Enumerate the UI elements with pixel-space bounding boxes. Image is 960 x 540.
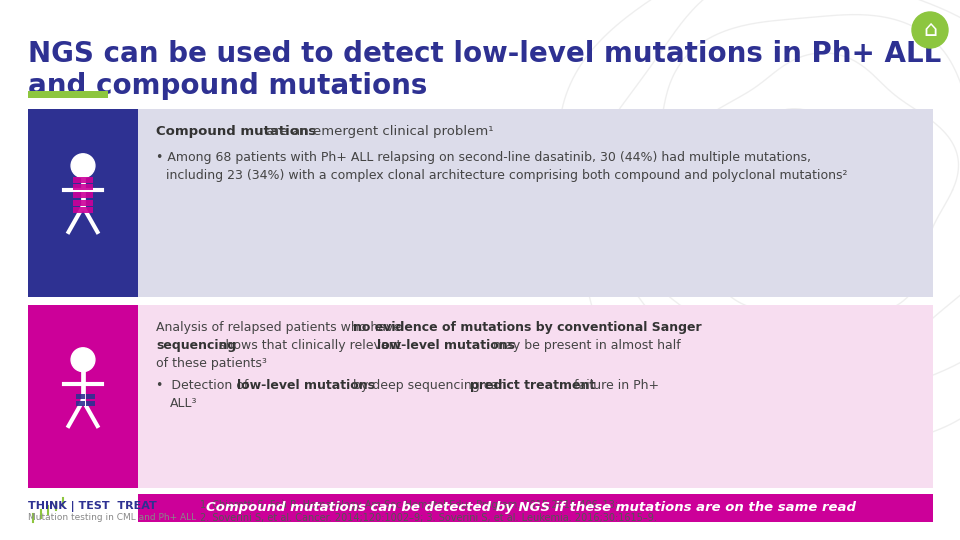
Text: failure in Ph+: failure in Ph+ <box>570 379 660 392</box>
Bar <box>73 200 93 206</box>
Text: and compound mutations: and compound mutations <box>28 72 427 100</box>
Bar <box>73 207 93 213</box>
Text: shows that clinically relevant: shows that clinically relevant <box>215 339 405 352</box>
Text: no evidence of mutations by conventional Sanger: no evidence of mutations by conventional… <box>353 321 702 334</box>
Bar <box>86 401 95 407</box>
Text: low-level mutations: low-level mutations <box>237 379 374 392</box>
Text: THINK | TEST  TREAT: THINK | TEST TREAT <box>28 501 156 511</box>
Text: Mutation testing in CML and Ph+ ALL: Mutation testing in CML and Ph+ ALL <box>28 514 196 523</box>
Text: by deep sequencing can: by deep sequencing can <box>348 379 511 392</box>
Circle shape <box>71 348 95 372</box>
Text: sequencing: sequencing <box>156 339 236 352</box>
Text: 1. Chiaretti S, Foà R. Hematology Am Soc Hematol Educ Program. 2015;2015:406–13;: 1. Chiaretti S, Foà R. Hematology Am Soc… <box>200 500 618 510</box>
Bar <box>138 494 933 522</box>
Bar <box>76 394 84 399</box>
Text: •  Detection of: • Detection of <box>156 379 252 392</box>
Text: Compound mutations: Compound mutations <box>156 125 316 138</box>
Text: may be present in almost half: may be present in almost half <box>489 339 681 352</box>
Bar <box>138 305 933 488</box>
Bar <box>28 109 138 297</box>
Bar <box>28 305 138 488</box>
Text: predict treatment: predict treatment <box>470 379 595 392</box>
Text: Compound mutations can be detected by NGS if these mutations are on the same rea: Compound mutations can be detected by NG… <box>206 502 856 515</box>
Text: • Among 68 patients with Ph+ ALL relapsing on second-line dasatinib, 30 (44%) ha: • Among 68 patients with Ph+ ALL relapsi… <box>156 151 811 164</box>
Text: 2. Soverini S, et al. Cancer. 2014;120:1002–9; 3. Soverini S, et al. Leukemia. 2: 2. Soverini S, et al. Cancer. 2014;120:1… <box>200 513 657 523</box>
Circle shape <box>912 12 948 48</box>
Text: NGS can be used to detect low-level mutations in Ph+ ALL: NGS can be used to detect low-level muta… <box>28 40 941 68</box>
Circle shape <box>71 154 95 178</box>
Text: ⌂: ⌂ <box>923 20 937 40</box>
Bar <box>28 91 108 98</box>
Text: low-level mutations: low-level mutations <box>376 339 515 352</box>
Bar <box>138 109 933 297</box>
Text: including 23 (34%) with a complex clonal architecture comprising both compound a: including 23 (34%) with a complex clonal… <box>166 169 848 182</box>
Bar <box>73 184 93 190</box>
Text: are an emergent clinical problem¹: are an emergent clinical problem¹ <box>262 125 493 138</box>
Bar <box>73 192 93 198</box>
Text: ALL³: ALL³ <box>170 397 198 410</box>
Bar <box>73 177 93 183</box>
Text: Analysis of relapsed patients who have: Analysis of relapsed patients who have <box>156 321 405 334</box>
Bar <box>86 394 95 399</box>
Bar <box>76 401 84 407</box>
Text: of these patients³: of these patients³ <box>156 357 267 370</box>
